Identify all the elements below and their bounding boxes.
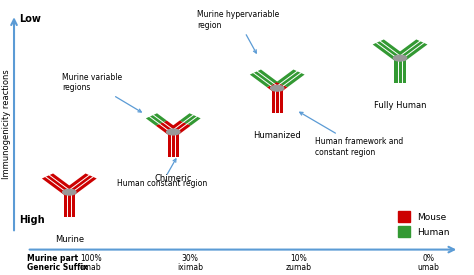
Bar — [272, 88, 283, 113]
Polygon shape — [250, 70, 278, 87]
Polygon shape — [42, 174, 75, 195]
Ellipse shape — [63, 189, 76, 195]
Polygon shape — [155, 120, 179, 134]
Text: Generic Suffix: Generic Suffix — [27, 263, 88, 272]
Bar — [64, 192, 75, 217]
Text: omab: omab — [80, 263, 101, 272]
Text: iximab: iximab — [177, 263, 203, 272]
Text: Murine hypervariable
region: Murine hypervariable region — [197, 10, 279, 53]
Text: zumab: zumab — [285, 263, 311, 272]
Text: Murine part: Murine part — [27, 254, 78, 263]
Text: Low: Low — [19, 14, 41, 24]
Polygon shape — [64, 174, 97, 195]
Ellipse shape — [167, 129, 180, 135]
Text: 100%: 100% — [80, 254, 101, 263]
Text: Murine: Murine — [55, 235, 84, 244]
Text: 10%: 10% — [290, 254, 307, 263]
Text: Humanized: Humanized — [253, 131, 301, 140]
Polygon shape — [276, 70, 305, 87]
Text: Immunogenicity reactions: Immunogenicity reactions — [2, 69, 11, 179]
Text: Human framework and
constant region: Human framework and constant region — [300, 112, 403, 157]
Text: Fully Human: Fully Human — [374, 101, 426, 109]
Text: Human constant region: Human constant region — [117, 159, 207, 188]
Bar — [394, 58, 406, 83]
Text: High: High — [19, 215, 45, 225]
Polygon shape — [146, 113, 167, 126]
Text: Chimeric: Chimeric — [155, 174, 192, 183]
Polygon shape — [267, 82, 283, 91]
Bar — [168, 132, 179, 156]
Polygon shape — [180, 113, 201, 126]
Ellipse shape — [271, 85, 284, 91]
Polygon shape — [168, 120, 191, 134]
Polygon shape — [373, 39, 406, 61]
Text: Murine variable
regions: Murine variable regions — [62, 73, 141, 112]
Text: umab: umab — [418, 263, 439, 272]
Legend: Mouse, Human: Mouse, Human — [398, 211, 450, 237]
Polygon shape — [394, 39, 428, 61]
Polygon shape — [272, 82, 288, 91]
Ellipse shape — [393, 55, 407, 61]
Text: 30%: 30% — [182, 254, 198, 263]
Text: 0%: 0% — [422, 254, 434, 263]
